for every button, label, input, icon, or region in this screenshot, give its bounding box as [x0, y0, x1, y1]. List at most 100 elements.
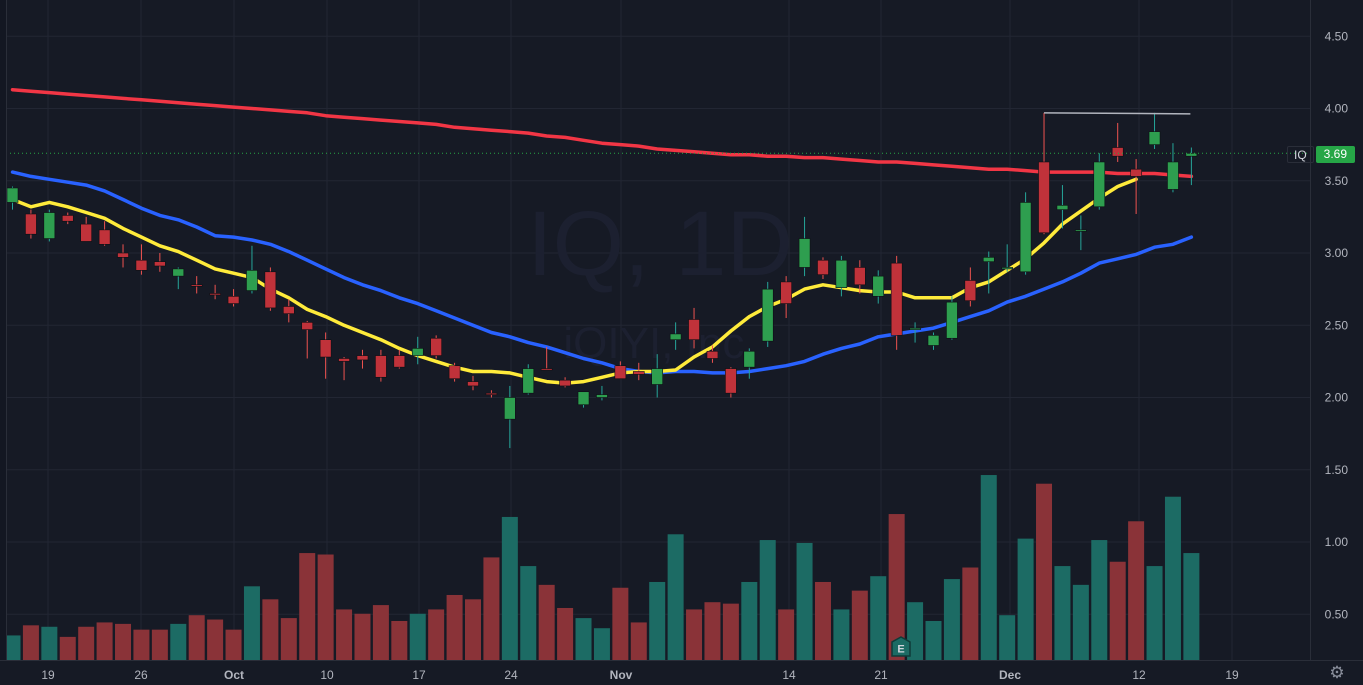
candle-body: [761, 288, 774, 342]
candle: [559, 377, 571, 388]
candle: [338, 357, 350, 381]
candle: [246, 245, 258, 294]
volume-bar: [225, 629, 242, 660]
candle: [946, 296, 958, 340]
volume-bar: [962, 567, 979, 660]
candle: [375, 349, 387, 382]
candle-body: [1185, 152, 1198, 157]
candle-body: [246, 270, 258, 291]
candle: [780, 276, 792, 319]
candle: [485, 390, 498, 398]
candle: [798, 216, 811, 277]
volume-bar: [612, 587, 629, 660]
volume-bar: [870, 576, 887, 660]
candle: [632, 362, 645, 381]
candle-body: [798, 238, 811, 268]
volume-bar: [207, 619, 224, 660]
settings-gear-icon[interactable]: ⚙: [1329, 663, 1345, 682]
volume-bar: [280, 618, 297, 660]
volume-bar: [483, 557, 500, 660]
candle: [761, 281, 774, 347]
candle-body: [1148, 131, 1161, 145]
candle-body: [706, 350, 719, 359]
candle-body: [522, 368, 535, 394]
x-axis: 19 26 Oct 10 17 24 Nov 14 21 Dec 12 19: [41, 668, 1239, 682]
candle: [927, 332, 940, 350]
volume-bar: [4, 635, 21, 660]
volume-bar: [1183, 553, 1200, 660]
volume-bar: [925, 620, 942, 660]
earnings-event-icon[interactable]: E: [891, 636, 911, 658]
volume-bar: [1146, 566, 1163, 660]
candle-body: [651, 368, 664, 385]
candle-body: [61, 215, 74, 222]
price-scale[interactable]: [1310, 0, 1363, 660]
volume-bars: [4, 475, 1200, 660]
moving-averages: [10, 87, 1194, 385]
candle-body: [338, 358, 350, 362]
candle: [651, 354, 664, 398]
candle: [964, 267, 977, 307]
y-axis-label: 4.00: [1325, 102, 1349, 116]
candle-body: [1130, 168, 1142, 177]
x-axis-label: Dec: [999, 668, 1021, 682]
candle: [596, 385, 608, 401]
candle-body: [1019, 202, 1032, 273]
candle-body: [1093, 161, 1106, 208]
volume-bar: [78, 626, 95, 660]
volume-bar: [1036, 483, 1053, 660]
candle-body: [135, 259, 148, 271]
volume-bar: [1091, 540, 1108, 660]
candle: [688, 307, 700, 349]
candle-body: [375, 355, 387, 378]
candle-body: [909, 327, 921, 330]
volume-bar: [814, 581, 831, 660]
candle: [1130, 159, 1142, 214]
ma-red-line: [10, 87, 1194, 179]
volume-bar: [170, 623, 187, 660]
x-axis-label: 19: [1225, 668, 1239, 682]
volume-bar: [741, 581, 758, 660]
candle-body: [669, 333, 682, 341]
candle-body: [743, 350, 756, 368]
candle: [1056, 185, 1069, 229]
y-axis-label: 2.00: [1325, 391, 1349, 405]
candle: [872, 270, 885, 304]
candle: [467, 375, 479, 391]
x-axis-label: Oct: [224, 668, 244, 682]
grid: [6, 0, 1310, 660]
volume-bar: [372, 605, 389, 660]
candle: [154, 253, 166, 272]
volume-bar: [593, 628, 610, 660]
candle-body: [356, 355, 369, 361]
candle-body: [1056, 205, 1069, 210]
candle-body: [282, 306, 295, 314]
candle-body: [190, 284, 203, 287]
candle-body: [411, 348, 424, 356]
volume-bar: [1164, 496, 1181, 660]
time-scale[interactable]: [0, 660, 1363, 685]
candle: [1019, 192, 1032, 275]
candle-body: [448, 365, 461, 380]
candle: [6, 186, 19, 210]
volume-bar: [630, 622, 647, 660]
volume-bar: [1109, 561, 1126, 660]
earnings-event-label: E: [897, 644, 904, 656]
volume-bar: [907, 602, 924, 660]
volume-bar: [465, 599, 481, 660]
volume-bar: [354, 613, 371, 660]
volume-bar: [722, 603, 739, 660]
ma-yellow-line: [10, 177, 1138, 385]
candle: [522, 364, 535, 395]
left-edge-strip: [0, 0, 7, 660]
price-tag-symbol: IQ: [1287, 146, 1314, 163]
candle: [982, 251, 995, 294]
candle: [264, 267, 277, 311]
candle: [669, 322, 682, 350]
candle-body: [98, 229, 111, 245]
x-axis-label: 14: [782, 668, 796, 682]
candle: [706, 345, 719, 363]
candles: [6, 112, 1198, 449]
